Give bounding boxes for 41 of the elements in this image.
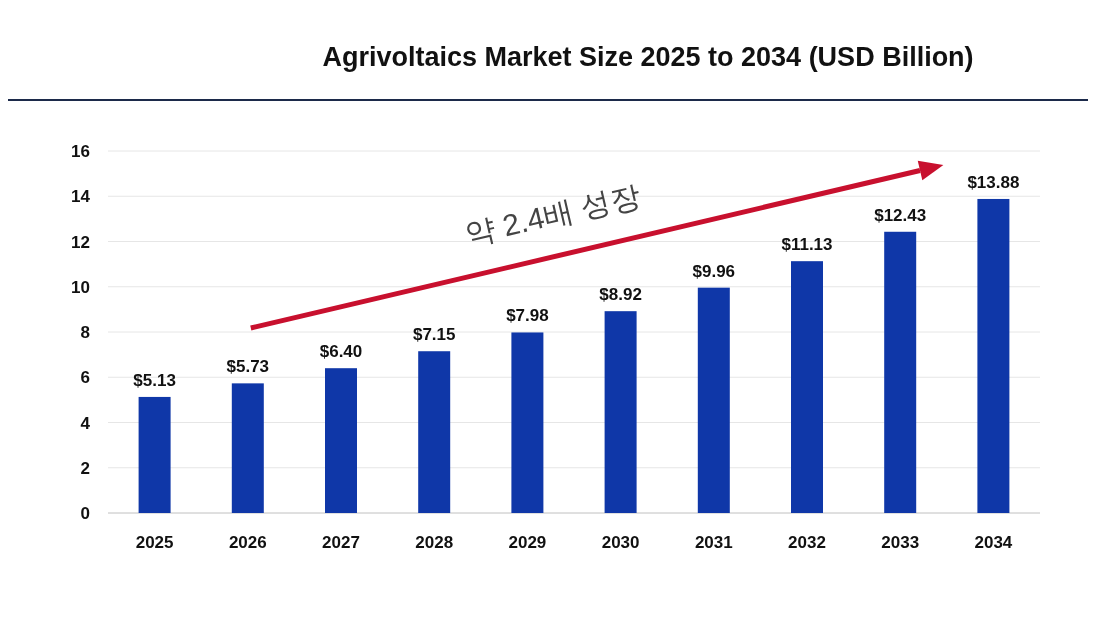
- x-tick-label: 2030: [601, 533, 640, 552]
- bar: [231, 383, 264, 513]
- y-tick-label: 8: [80, 323, 90, 342]
- y-tick-label: 10: [71, 277, 90, 297]
- bar: [325, 368, 357, 513]
- x-tick-label: 2034: [974, 533, 1013, 552]
- bar: [418, 351, 451, 513]
- y-tick-label: 12: [71, 232, 90, 252]
- x-tick-label: 2031: [694, 533, 733, 552]
- data-label: $11.13: [781, 235, 833, 255]
- data-label: $5.13: [133, 370, 176, 390]
- bar: [511, 332, 544, 513]
- x-tick-label: 2032: [788, 533, 826, 552]
- x-tick-label: 2029: [508, 533, 547, 552]
- data-label: $7.98: [506, 306, 549, 326]
- data-label: $8.92: [599, 285, 642, 305]
- y-tick-label: 0: [80, 504, 90, 523]
- bar: [791, 261, 823, 513]
- data-label: $12.43: [874, 205, 927, 225]
- y-tick-label: 14: [71, 187, 91, 207]
- data-label: $7.15: [412, 325, 456, 345]
- data-label: $9.96: [692, 261, 736, 281]
- y-tick-label: 16: [71, 142, 90, 161]
- data-label: $13.88: [967, 172, 1020, 192]
- x-tick-label: 2033: [881, 533, 920, 552]
- bar: [138, 396, 171, 513]
- x-tick-label: 2025: [135, 533, 174, 552]
- bar: [697, 287, 730, 513]
- y-tick-label: 6: [80, 368, 90, 388]
- x-tick-label: 2026: [228, 533, 267, 552]
- data-label: $6.40: [319, 342, 363, 362]
- y-tick-label: 4: [80, 413, 91, 433]
- annotation: 약 2.4배 성장: [462, 178, 644, 251]
- bar: [884, 231, 917, 513]
- data-label: $5.73: [226, 357, 270, 377]
- x-tick-label: 2027: [322, 533, 360, 552]
- x-tick-label: 2028: [415, 533, 454, 552]
- chart-title: Agrivoltaics Market Size 2025 to 2034 (USD Billion): [322, 42, 974, 72]
- bar: [977, 198, 1010, 513]
- y-tick-label: 2: [80, 458, 90, 478]
- bar: [604, 311, 637, 513]
